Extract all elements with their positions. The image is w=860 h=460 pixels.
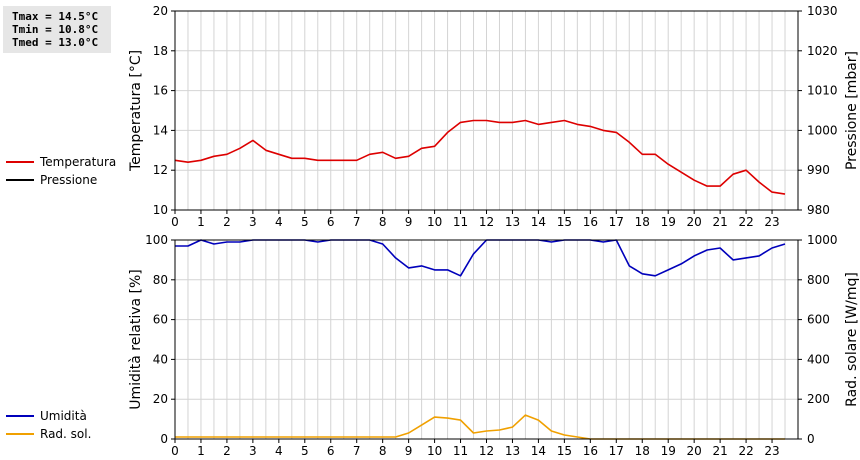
y-axis-title: Temperatura [°C] (128, 50, 144, 172)
x-tick-label: 9 (405, 444, 413, 458)
series-line-umidit- (175, 239, 786, 277)
y2-tick-label: 200 (807, 392, 830, 406)
x-tick-label: 21 (712, 215, 727, 229)
y-tick-label: 100 (145, 233, 168, 247)
series-line-temperatura (174, 119, 786, 195)
x-tick-label: 14 (531, 444, 546, 458)
x-tick-label: 3 (249, 444, 257, 458)
x-tick-label: 8 (379, 444, 387, 458)
y2-tick-label: 1000 (807, 233, 838, 247)
x-tick-label: 3 (249, 215, 257, 229)
series-line-rad-sol- (175, 414, 785, 440)
x-tick-label: 16 (583, 215, 598, 229)
x-tick-label: 12 (479, 215, 494, 229)
legend-swatch-temperature (6, 161, 34, 163)
legend-swatch-pressure (6, 179, 34, 181)
x-tick-label: 19 (661, 215, 676, 229)
y2-axis-title: Rad. solare [W/mq] (844, 272, 860, 407)
x-tick-label: 13 (505, 444, 520, 458)
x-tick-label: 7 (353, 444, 361, 458)
x-tick-label: 20 (687, 215, 702, 229)
y2-tick-label: 400 (807, 352, 830, 366)
x-tick-label: 9 (405, 215, 413, 229)
x-tick-label: 1 (197, 444, 205, 458)
x-tick-label: 17 (609, 444, 624, 458)
x-tick-label: 7 (353, 215, 361, 229)
y2-tick-label: 800 (807, 273, 830, 287)
x-tick-label: 5 (301, 444, 309, 458)
x-tick-label: 8 (379, 215, 387, 229)
x-tick-label: 13 (505, 215, 520, 229)
y2-tick-label: 1010 (807, 84, 838, 98)
x-tick-label: 17 (609, 215, 624, 229)
y2-axis-title: Pressione [mbar] (844, 51, 860, 170)
x-tick-label: 16 (583, 444, 598, 458)
x-tick-label: 22 (738, 215, 753, 229)
y-tick-label: 14 (153, 123, 168, 137)
y-tick-label: 80 (153, 273, 168, 287)
legend-label-radiation: Rad. sol. (40, 427, 92, 441)
x-tick-label: 12 (479, 444, 494, 458)
x-tick-label: 18 (635, 444, 650, 458)
y-tick-label: 60 (153, 313, 168, 327)
x-tick-label: 1 (197, 215, 205, 229)
x-tick-label: 23 (764, 215, 779, 229)
legend-item-pressure: Pressione (6, 171, 116, 189)
legend-item-radiation: Rad. sol. (6, 425, 91, 443)
y2-tick-label: 990 (807, 163, 830, 177)
x-tick-label: 22 (738, 444, 753, 458)
tmed-text: Tmed = 13.0°C (12, 36, 99, 49)
legend-label-humidity: Umidità (40, 409, 87, 423)
x-tick-label: 10 (427, 215, 442, 229)
x-tick-label: 18 (635, 215, 650, 229)
legend-item-humidity: Umidità (6, 407, 91, 425)
x-tick-label: 23 (764, 444, 779, 458)
legend-label-pressure: Pressione (40, 173, 98, 187)
y2-tick-label: 1020 (807, 44, 838, 58)
x-tick-label: 21 (712, 444, 727, 458)
y-tick-label: 12 (153, 163, 168, 177)
tmax-text: Tmax = 14.5°C (12, 10, 99, 23)
legend-item-temperature: Temperatura (6, 153, 116, 171)
x-tick-label: 20 (687, 444, 702, 458)
y-tick-label: 18 (153, 44, 168, 58)
x-tick-label: 10 (427, 444, 442, 458)
x-tick-label: 0 (171, 444, 179, 458)
x-tick-label: 19 (661, 444, 676, 458)
legend-bottom: Umidità Rad. sol. (6, 407, 91, 443)
y-tick-label: 20 (153, 392, 168, 406)
stats-box: Tmax = 14.5°C Tmin = 10.8°C Tmed = 13.0°… (3, 6, 111, 53)
x-tick-label: 14 (531, 215, 546, 229)
legend-top: Temperatura Pressione (6, 153, 116, 189)
y-axis-title: Umidità relativa [%] (128, 269, 144, 410)
y-tick-label: 16 (153, 84, 168, 98)
y-tick-label: 20 (153, 4, 168, 18)
x-tick-label: 4 (275, 215, 283, 229)
y-tick-label: 0 (160, 432, 168, 446)
y-tick-label: 10 (153, 203, 168, 217)
x-tick-label: 15 (557, 444, 572, 458)
y2-tick-label: 600 (807, 313, 830, 327)
y2-tick-label: 0 (807, 432, 815, 446)
legend-swatch-humidity (6, 415, 34, 417)
legend-label-temperature: Temperatura (40, 155, 117, 169)
x-tick-label: 6 (327, 215, 335, 229)
y-tick-label: 40 (153, 352, 168, 366)
y2-tick-label: 1030 (807, 4, 838, 18)
x-tick-label: 0 (171, 215, 179, 229)
x-tick-label: 15 (557, 215, 572, 229)
legend-swatch-radiation (6, 433, 34, 435)
x-tick-label: 6 (327, 444, 335, 458)
x-tick-label: 4 (275, 444, 283, 458)
x-tick-label: 11 (453, 444, 468, 458)
y2-tick-label: 1000 (807, 123, 838, 137)
y2-tick-label: 980 (807, 203, 830, 217)
x-tick-label: 2 (223, 215, 231, 229)
tmin-text: Tmin = 10.8°C (12, 23, 99, 36)
x-tick-label: 5 (301, 215, 309, 229)
x-tick-label: 2 (223, 444, 231, 458)
x-tick-label: 11 (453, 215, 468, 229)
